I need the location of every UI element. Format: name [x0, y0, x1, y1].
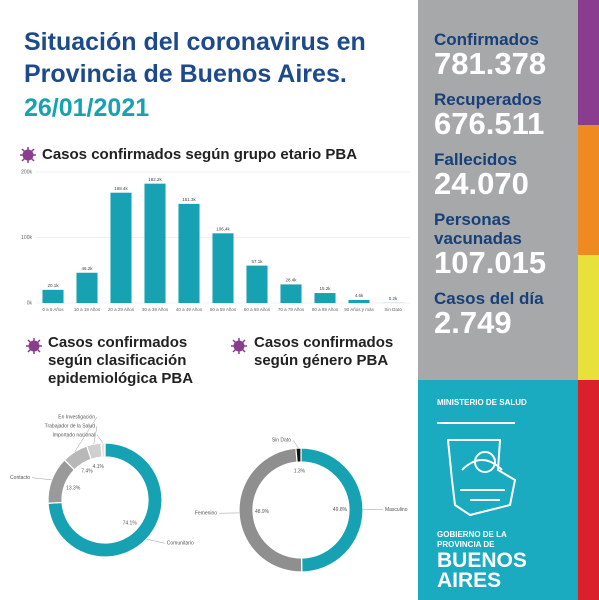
- slice-label: En Investigación: [58, 414, 95, 420]
- donut-slice: [295, 447, 302, 463]
- stat-label: Personas vacunadas: [434, 210, 522, 248]
- x-tick-label: 80 a 89 Años: [312, 307, 339, 312]
- strip: [578, 380, 599, 600]
- x-tick-label: 40 a 49 Años: [176, 307, 203, 312]
- ministry: MINISTERIO DE SALUD: [437, 398, 527, 407]
- value-label: 4.1%: [93, 464, 105, 470]
- title: Situación del coronavirus en: [24, 28, 366, 56]
- slice-label: Contacto: [10, 475, 30, 481]
- x-tick-label: Sin Dato: [384, 307, 402, 312]
- logo: [437, 422, 517, 517]
- y-tick-label: 200k: [21, 169, 32, 175]
- bar: [178, 203, 200, 303]
- title: Provincia de Buenos Aires.: [24, 60, 347, 88]
- stats-panel: [418, 0, 578, 380]
- value-label: 28.4k: [285, 278, 297, 283]
- x-tick-label: 90 Años y más: [344, 307, 374, 312]
- x-tick-label: 10 a 19 Años: [74, 307, 101, 312]
- x-tick-label: 30 a 39 Años: [142, 307, 169, 312]
- leader-line: [292, 439, 299, 449]
- icon: [22, 149, 245, 352]
- province: BUENOS AIRES: [437, 549, 527, 592]
- value-label: 74.1%: [123, 521, 138, 527]
- slice-label: Importado nacional: [52, 432, 95, 438]
- bar: [314, 293, 336, 303]
- bar: [348, 299, 370, 303]
- value-label: 7.4%: [81, 469, 93, 475]
- value-label: 57.1k: [251, 259, 263, 264]
- stat-value: 676.511: [434, 106, 545, 141]
- value-label: 182.2k: [148, 177, 162, 182]
- value-label: 20.1k: [47, 283, 59, 288]
- slice-label: Masculino: [385, 507, 408, 513]
- x-tick-label: 70 a 79 Años: [278, 307, 305, 312]
- slice-label: Comunitario: [167, 541, 194, 547]
- donut-slice: [100, 442, 106, 458]
- strip: [578, 255, 599, 380]
- stat-value: 24.070: [434, 166, 529, 201]
- stat-value: 781.378: [434, 46, 547, 81]
- value-label: 13.3%: [66, 485, 81, 491]
- bar: [246, 265, 268, 303]
- value-label: 15.2k: [319, 286, 331, 291]
- x-tick-label: 20 a 29 Años: [108, 307, 135, 312]
- donut-slice: [47, 442, 163, 558]
- bar: [76, 272, 98, 303]
- leader-line: [74, 416, 98, 452]
- bar: [212, 233, 234, 303]
- slice-label: Femenino: [195, 511, 217, 517]
- value-label: 48.9%: [255, 509, 270, 515]
- date: 26/01/2021: [24, 94, 150, 122]
- leader-line: [96, 434, 104, 444]
- x-tick-label: 60 a 69 Años: [244, 307, 271, 312]
- bar: [144, 183, 166, 303]
- icon-spikes: [20, 147, 247, 354]
- leader-line: [32, 477, 52, 481]
- value-label: 106.4k: [216, 226, 230, 231]
- value-label: 4.6k: [355, 293, 364, 298]
- value-label: 168.4k: [114, 186, 128, 191]
- bar: [280, 284, 302, 303]
- strip: [578, 125, 599, 255]
- x-tick-label: 0 a 9 Años: [42, 307, 64, 312]
- stat-value: 2.749: [434, 305, 512, 340]
- leader-line: [93, 425, 98, 445]
- donut-slice: [238, 447, 303, 573]
- stat-label: Casos del día: [434, 289, 544, 308]
- section-title: Casos confirmados según grupo etario PBA: [42, 146, 358, 163]
- value-label: 46.2k: [81, 266, 93, 271]
- value-label: 1.3%: [294, 468, 306, 474]
- stat-label: Confirmados: [434, 30, 539, 49]
- value-label: 49.8%: [333, 507, 348, 513]
- stat-value: 107.015: [434, 245, 547, 280]
- stat-label: Recuperados: [434, 90, 542, 109]
- section-title: Casos confirmados según género PBA: [254, 334, 394, 369]
- y-tick-label: 0k: [27, 300, 33, 306]
- bar: [42, 289, 64, 303]
- x-tick-label: 50 a 59 Años: [210, 307, 237, 312]
- stat-label: Fallecidos: [434, 150, 518, 169]
- slice-label: Sin Dato: [272, 437, 291, 443]
- value-label: 0.2k: [389, 296, 398, 301]
- y-tick-label: 100k: [21, 235, 32, 241]
- strip: [578, 0, 599, 125]
- government: GOBIERNO DE LA PROVINCIA DE: [437, 530, 507, 549]
- value-label: 151.3k: [182, 197, 196, 202]
- leader-line: [146, 538, 165, 544]
- bar: [110, 192, 132, 303]
- slice-label: Trabajador de la Salud: [45, 423, 96, 429]
- section-title: Casos confirmados según clasificación ep…: [48, 334, 194, 387]
